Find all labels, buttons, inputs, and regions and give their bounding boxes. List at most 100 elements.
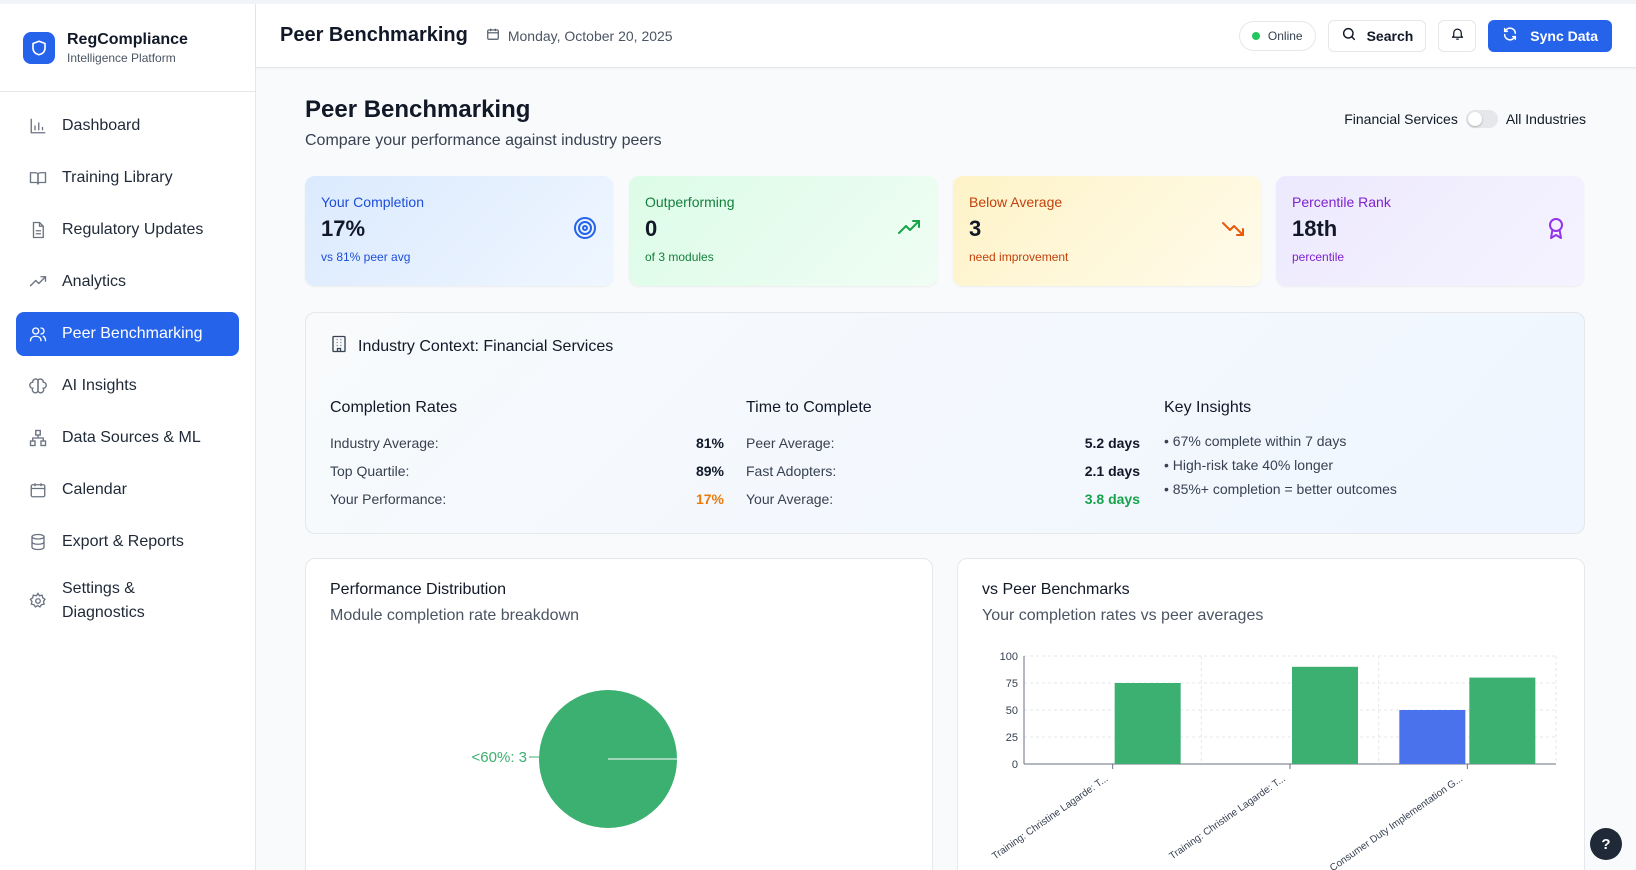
sidebar-item-analytics[interactable]: Analytics: [16, 260, 239, 304]
bar[interactable]: [1399, 710, 1466, 764]
sync-label: Sync Data: [1530, 27, 1598, 44]
stat-label: Your Completion: [321, 194, 424, 210]
time-to-complete-column: Time to Complete Peer Average: 5.2 days F…: [746, 399, 1140, 513]
sidebar-item-calendar[interactable]: Calendar: [16, 468, 239, 512]
card-subtitle: Module completion rate breakdown: [330, 607, 580, 624]
card-subtitle: Your completion rates vs peer averages: [982, 607, 1264, 624]
sidebar-item-ai-insights[interactable]: AI Insights: [16, 364, 239, 408]
date-text: Monday, October 20, 2025: [507, 27, 673, 44]
row-label: Your Average:: [746, 491, 834, 507]
bar-chart-icon: [28, 116, 48, 136]
insight-item: • High-risk take 40% longer: [1164, 457, 1334, 473]
sidebar-item-dashboard[interactable]: Dashboard: [16, 104, 239, 148]
bell-icon: [1450, 26, 1465, 46]
search-button[interactable]: Search: [1327, 19, 1427, 52]
sidebar-item-label: Training Library: [62, 169, 173, 186]
bar[interactable]: [1114, 683, 1181, 764]
target-icon: [573, 216, 597, 245]
trending-up-icon: [897, 216, 921, 245]
y-tick-label: 25: [1006, 732, 1018, 744]
stat-card-outperforming: Outperforming 0 of 3 modules: [629, 176, 937, 286]
row-label: Peer Average:: [746, 435, 835, 451]
completion-rates-column: Completion Rates Industry Average: 81% To…: [330, 399, 724, 513]
brand-subtitle: Intelligence Platform: [67, 50, 176, 65]
row-value: 3.8 days: [1084, 491, 1140, 507]
industry-switch[interactable]: [1465, 110, 1498, 128]
row-value: 2.1 days: [1084, 463, 1140, 479]
sync-data-button[interactable]: Sync Data: [1488, 19, 1612, 52]
sidebar-item-label: Data Sources & ML: [62, 429, 201, 446]
insights-heading: Key Insights: [1164, 399, 1252, 416]
sidebar-item-regulatory-updates[interactable]: Regulatory Updates: [16, 208, 239, 252]
sidebar-item-training-library[interactable]: Training Library: [16, 156, 239, 200]
row-value: 17%: [695, 491, 724, 507]
x-tick-label: Training: Christine Lagarde: T...: [990, 773, 1110, 862]
stat-value: 3: [969, 216, 982, 241]
database-icon: [28, 532, 48, 552]
stat-value: 18th: [1292, 216, 1338, 241]
calendar-icon: [28, 480, 48, 500]
stat-note: need improvement: [969, 250, 1069, 264]
users-icon: [28, 324, 48, 344]
completion-row: Your Performance: 17%: [330, 485, 724, 513]
stat-label: Percentile Rank: [1292, 194, 1391, 210]
toggle-left-label: Financial Services: [1344, 111, 1458, 127]
toggle-right-label: All Industries: [1505, 111, 1586, 127]
sidebar-item-label: Dashboard: [62, 117, 141, 134]
insight-item: • 85%+ completion = better outcomes: [1164, 481, 1397, 497]
row-label: Industry Average:: [330, 435, 439, 451]
sidebar-item-label: Regulatory Updates: [62, 221, 204, 238]
status-text: Online: [1267, 28, 1303, 43]
shield-icon: [23, 31, 55, 64]
stat-card-percentile: Percentile Rank 18th percentile: [1276, 176, 1584, 286]
page-title: Peer Benchmarking: [305, 96, 531, 123]
trend-icon: [28, 272, 48, 292]
sidebar-item-peer-benchmarking[interactable]: Peer Benchmarking: [16, 312, 239, 356]
network-icon: [28, 428, 48, 448]
header-date: Monday, October 20, 2025: [486, 27, 673, 44]
sidebar-item-label: AI Insights: [62, 377, 137, 394]
status-badge: Online: [1238, 20, 1316, 51]
help-button[interactable]: ?: [1590, 828, 1622, 860]
y-tick-label: 50: [1006, 705, 1018, 717]
row-value: 81%: [695, 435, 724, 451]
industry-context-card: Industry Context: Financial Services Com…: [305, 312, 1585, 534]
completion-row: Industry Average: 81%: [330, 429, 724, 457]
sidebar-item-label: Settings & Diagnostics: [62, 580, 145, 621]
row-label: Top Quartile:: [330, 463, 410, 479]
pie-slice-label: <60%: 3: [472, 749, 527, 766]
stat-card-below-average: Below Average 3 need improvement: [953, 176, 1261, 286]
x-tick-label: Consumer Duty Implementation G...: [1328, 773, 1465, 870]
gear-icon: [28, 591, 48, 611]
performance-distribution-card: Performance Distribution Module completi…: [305, 558, 933, 870]
search-label: Search: [1366, 27, 1414, 44]
time-row: Fast Adopters: 2.1 days: [746, 457, 1140, 485]
header-title: Peer Benchmarking: [280, 24, 468, 46]
building-icon: [330, 335, 348, 358]
stat-value: 0: [645, 216, 658, 241]
stat-card-completion: Your Completion 17% vs 81% peer avg: [305, 176, 613, 286]
y-tick-label: 75: [1006, 678, 1018, 690]
stat-note: percentile: [1292, 250, 1345, 264]
sidebar-item-settings[interactable]: Settings & Diagnostics: [16, 572, 239, 630]
insight-item: • 67% complete within 7 days: [1164, 433, 1347, 449]
sidebar-item-data-sources[interactable]: Data Sources & ML: [16, 416, 239, 460]
bar[interactable]: [1292, 666, 1358, 764]
industry-toggle: Financial Services All Industries: [1344, 110, 1586, 128]
notifications-button[interactable]: [1438, 19, 1477, 52]
row-value: 89%: [695, 463, 724, 479]
refresh-icon: [1502, 26, 1518, 45]
brand-title: RegCompliance: [67, 30, 188, 48]
sidebar-item-export-reports[interactable]: Export & Reports: [16, 520, 239, 564]
award-icon: [1544, 216, 1568, 245]
sidebar-item-label: Analytics: [62, 273, 127, 290]
sidebar-item-label: Calendar: [62, 481, 127, 498]
peer-benchmarks-card: vs Peer Benchmarks Your completion rates…: [957, 558, 1585, 870]
key-insights-column: Key Insights • 67% complete within 7 day…: [1164, 399, 1558, 501]
context-title: Industry Context: Financial Services: [358, 337, 614, 355]
main-content: Peer Benchmarking Compare your performan…: [256, 68, 1636, 870]
sidebar-item-label: Peer Benchmarking: [62, 325, 203, 342]
top-header: Peer Benchmarking Monday, October 20, 20…: [256, 4, 1636, 68]
completion-heading: Completion Rates: [330, 399, 458, 416]
bar[interactable]: [1469, 677, 1536, 764]
